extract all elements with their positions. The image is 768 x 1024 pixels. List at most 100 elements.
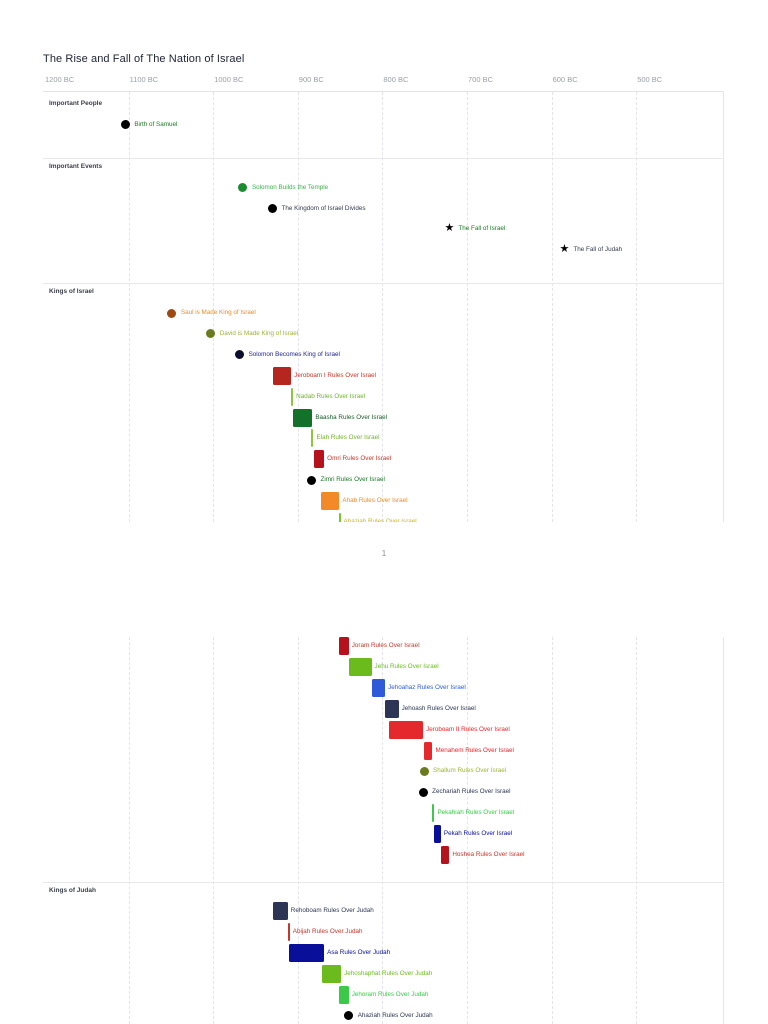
timeline-panel-1[interactable]: Important People Important Events Kings of… (43, 91, 724, 522)
timeline-panel-2[interactable]: Kings of Judah Joram Rules Over Israel Jeh… (43, 637, 724, 1024)
chart-title: The Rise and Fall of The Nation of Israe… (43, 53, 245, 65)
reign-bar[interactable] (424, 741, 433, 760)
event-dot[interactable] (167, 308, 177, 318)
event-label: Zechariah Rules Over Israel (432, 788, 511, 796)
x-tick-label: 500 BC (637, 75, 663, 84)
event-label: Jehoram Rules Over Judah (351, 991, 429, 999)
event-label: Pekahiah Rules Over Israel (437, 809, 515, 817)
event-label: Joram Rules Over Israel (351, 642, 420, 649)
page-number: 1 (381, 549, 387, 558)
event-label: Abijah Rules Over Judah (292, 928, 363, 936)
star-icon[interactable]: ★ (559, 243, 570, 256)
event-label: Jeroboam II Rules Over Israel (426, 725, 510, 733)
reign-bar[interactable] (432, 804, 435, 823)
event-label: Saul is Made King of Israel (180, 309, 256, 316)
x-tick-label: 800 BC (383, 75, 409, 84)
reign-bar[interactable] (311, 429, 314, 448)
gridline (467, 92, 468, 522)
event-label: Solomon Becomes King of Israel (248, 350, 340, 358)
reign-bar[interactable] (348, 657, 372, 676)
event-label: Pekah Rules Over Israel (443, 830, 513, 838)
event-label: The Fall of Judah (573, 246, 623, 254)
event-dot[interactable] (344, 1011, 354, 1021)
reign-bar[interactable] (287, 923, 290, 942)
gridline (382, 637, 384, 1024)
event-dot[interactable] (306, 475, 316, 485)
gridline (467, 637, 468, 1024)
reign-bar[interactable] (440, 846, 450, 864)
event-label: Elah Rules Over Israel (316, 434, 380, 442)
star-icon[interactable]: ★ (444, 222, 455, 235)
reign-bar[interactable] (289, 944, 325, 963)
gridline (128, 92, 130, 522)
reign-bar[interactable] (385, 699, 399, 718)
panel-edge (723, 92, 724, 522)
x-tick-label: 1100 BC (129, 75, 159, 84)
event-label: Ahaziah Rules Over Judah (357, 1011, 433, 1019)
event-label: Solomon Builds the Temple (251, 183, 329, 191)
reign-bar[interactable] (339, 637, 349, 655)
gridline (636, 637, 638, 1024)
event-label: Birth of Samuel (134, 120, 178, 128)
x-tick-label: 600 BC (552, 75, 578, 84)
event-label: The Fall of Israel (458, 225, 506, 233)
gridline (551, 92, 553, 522)
gridline (297, 637, 299, 1024)
section-divider (43, 157, 724, 159)
reign-bar[interactable] (338, 986, 349, 1005)
x-tick-label: 1000 BC (214, 75, 244, 84)
event-label: Shallum Rules Over Israel (433, 767, 507, 775)
gridline (297, 92, 299, 522)
section-divider (43, 881, 724, 883)
reign-bar[interactable] (320, 492, 340, 511)
event-dot[interactable] (419, 766, 429, 776)
event-label: Jehoshaphat Rules Over Judah (344, 970, 433, 978)
reign-bar[interactable] (291, 387, 294, 406)
section-title: Important Events (49, 162, 103, 170)
x-tick-label: 1200 BC (45, 75, 75, 84)
x-tick-label: 900 BC (298, 75, 324, 84)
event-label: Jehu Rules Over Israel (374, 662, 439, 670)
event-label: Jehoash Rules Over Israel (401, 704, 476, 712)
reign-bar[interactable] (371, 678, 386, 697)
reign-bar[interactable] (272, 902, 288, 921)
gridline (382, 92, 384, 522)
event-label: Omri Rules Over Israel (327, 455, 392, 463)
reign-bar[interactable] (292, 408, 313, 427)
gridline (551, 637, 553, 1024)
event-dot[interactable] (268, 204, 278, 213)
event-label: Ahaziah Rules Over Israel (343, 518, 417, 522)
reign-bar[interactable] (434, 825, 441, 844)
event-dot[interactable] (418, 787, 428, 797)
section-title: Important People (49, 100, 103, 107)
event-dot[interactable] (238, 183, 248, 193)
reign-bar[interactable] (322, 965, 342, 984)
event-label: Asa Rules Over Judah (327, 949, 391, 957)
event-dot[interactable] (206, 329, 216, 339)
section-divider (43, 283, 724, 285)
reign-bar[interactable] (389, 720, 424, 739)
section-title: Kings of Judah (49, 886, 96, 894)
event-label: Ahab Rules Over Israel (342, 497, 408, 505)
x-tick-label: 700 BC (468, 75, 494, 84)
reign-bar[interactable] (338, 513, 341, 522)
event-label: The Kingdom of Israel Divides (281, 204, 366, 212)
panel-edge (723, 637, 724, 1024)
event-label: Rehoboam Rules Over Judah (290, 907, 374, 915)
gridline (128, 637, 130, 1024)
event-label: Jeroboam I Rules Over Israel (294, 371, 377, 379)
event-label: Jehoahaz Rules Over Israel (388, 683, 466, 691)
section-title: Kings of Israel (49, 288, 94, 296)
gridline (213, 92, 215, 522)
reign-bar[interactable] (272, 366, 292, 385)
event-label: Baasha Rules Over Israel (315, 413, 388, 421)
reign-bar[interactable] (314, 450, 325, 469)
event-dot[interactable] (235, 350, 245, 360)
gridline (636, 92, 638, 522)
gridline (213, 637, 215, 1024)
event-label: Hoshea Rules Over Israel (452, 851, 525, 858)
event-label: Zimri Rules Over Israel (320, 476, 385, 484)
event-dot[interactable] (120, 120, 130, 130)
event-label: David is Made King of Israel (219, 329, 299, 337)
event-label: Nadab Rules Over Israel (296, 392, 366, 400)
